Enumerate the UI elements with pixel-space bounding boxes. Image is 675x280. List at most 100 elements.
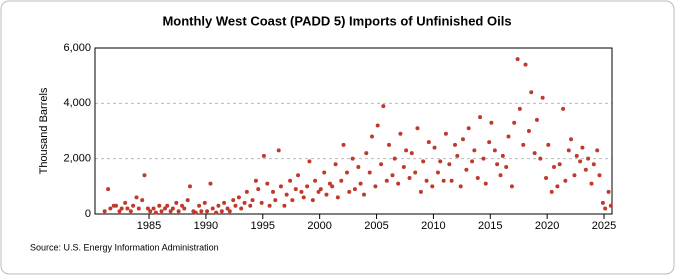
- point: [125, 206, 130, 211]
- point: [561, 106, 566, 111]
- plot-area: [94, 47, 613, 215]
- point: [236, 195, 241, 200]
- point: [278, 184, 283, 189]
- point: [219, 209, 224, 214]
- point: [438, 159, 443, 164]
- point: [341, 142, 346, 147]
- point: [316, 189, 321, 194]
- point: [578, 159, 583, 164]
- point: [458, 184, 463, 189]
- point: [318, 187, 323, 192]
- point: [176, 209, 181, 214]
- point: [214, 210, 219, 215]
- point: [396, 181, 401, 186]
- point: [313, 178, 318, 183]
- point: [555, 184, 560, 189]
- point: [589, 181, 594, 186]
- point: [443, 131, 448, 136]
- point: [222, 200, 227, 205]
- point: [504, 164, 509, 169]
- point: [512, 120, 517, 125]
- point: [248, 203, 253, 208]
- point: [517, 106, 522, 111]
- point: [424, 178, 429, 183]
- point: [591, 162, 596, 167]
- point: [165, 203, 170, 208]
- point: [364, 151, 369, 156]
- y-tick-label: 0: [85, 208, 91, 220]
- point: [472, 148, 477, 153]
- point: [492, 148, 497, 153]
- point: [322, 170, 327, 175]
- point: [273, 198, 278, 203]
- point: [290, 198, 295, 203]
- y-axis-label: Thousand Barrels: [38, 87, 50, 174]
- point: [586, 156, 591, 161]
- point: [483, 181, 488, 186]
- point: [413, 170, 418, 175]
- point: [119, 206, 124, 211]
- point: [583, 167, 588, 172]
- point: [606, 189, 611, 194]
- point: [136, 206, 141, 211]
- point: [250, 198, 255, 203]
- point: [447, 162, 452, 167]
- point: [495, 162, 500, 167]
- point: [387, 142, 392, 147]
- point: [296, 173, 301, 178]
- point: [529, 90, 534, 95]
- point: [608, 203, 613, 208]
- point: [441, 178, 446, 183]
- point: [259, 200, 264, 205]
- point: [481, 156, 486, 161]
- point: [430, 184, 435, 189]
- point: [108, 206, 113, 211]
- point: [455, 153, 460, 158]
- point: [392, 156, 397, 161]
- point: [373, 184, 378, 189]
- point: [180, 203, 185, 208]
- point: [157, 203, 162, 208]
- point: [379, 162, 384, 167]
- point: [600, 200, 605, 205]
- point: [432, 145, 437, 150]
- point: [532, 151, 537, 156]
- point: [284, 192, 289, 197]
- point: [418, 189, 423, 194]
- point: [538, 156, 543, 161]
- point: [557, 162, 562, 167]
- point: [572, 173, 577, 178]
- point: [106, 187, 111, 192]
- point: [566, 148, 571, 153]
- point: [574, 153, 579, 158]
- point: [182, 206, 187, 211]
- point: [261, 153, 266, 158]
- point: [330, 184, 335, 189]
- point: [114, 203, 119, 208]
- chart-title: Monthly West Coast (PADD 5) Imports of U…: [162, 13, 511, 28]
- point: [299, 189, 304, 194]
- y-tick-label: 6,000: [63, 42, 91, 54]
- point: [339, 178, 344, 183]
- point: [134, 195, 139, 200]
- point: [142, 173, 147, 178]
- point: [470, 159, 475, 164]
- point: [352, 187, 357, 192]
- point: [398, 131, 403, 136]
- point: [506, 134, 511, 139]
- point: [344, 170, 349, 175]
- source: Source: U.S. Energy Information Administ…: [30, 242, 219, 252]
- point: [500, 153, 505, 158]
- point: [367, 170, 372, 175]
- x-tick-label: 1990: [194, 220, 218, 232]
- point: [435, 170, 440, 175]
- point: [603, 206, 608, 211]
- point: [546, 142, 551, 147]
- point: [580, 145, 585, 150]
- point: [148, 209, 153, 214]
- point: [123, 200, 128, 205]
- point: [239, 206, 244, 211]
- point: [475, 176, 480, 181]
- point: [288, 178, 293, 183]
